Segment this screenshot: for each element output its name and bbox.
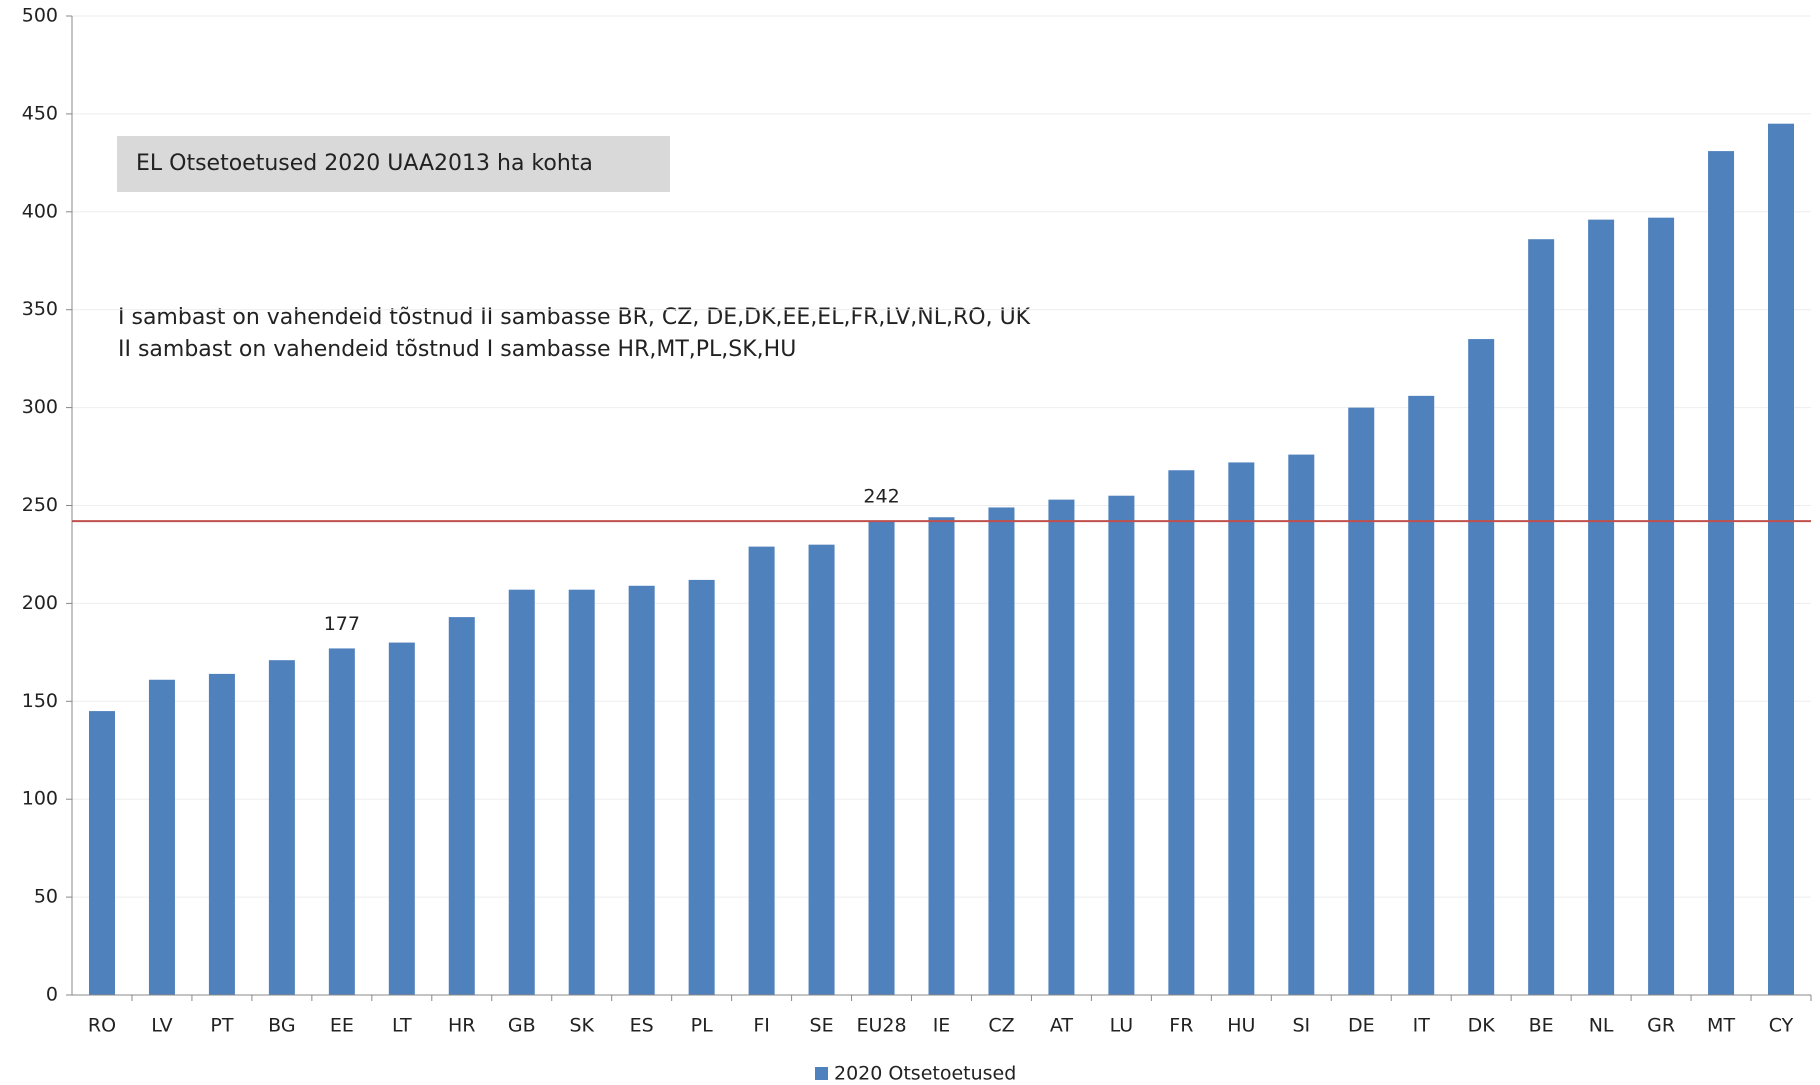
x-tick-label: SI — [1292, 1015, 1310, 1037]
chart-title: EL Otsetoetused 2020 UAA2013 ha kohta — [136, 151, 593, 176]
x-tick-label: BE — [1529, 1015, 1554, 1037]
y-tick-label: 200 — [22, 592, 58, 614]
bar — [448, 617, 475, 995]
bar — [568, 589, 595, 995]
x-tick-label: LU — [1110, 1015, 1134, 1037]
x-tick-label: IE — [933, 1015, 951, 1037]
bar — [988, 507, 1015, 995]
y-tick-label: 400 — [22, 200, 58, 222]
x-tick-label: RO — [88, 1015, 116, 1037]
x-tick-label: FI — [753, 1015, 770, 1037]
bar — [1708, 151, 1735, 996]
x-tick-label: IT — [1413, 1015, 1431, 1037]
x-tick-label: MT — [1707, 1015, 1735, 1037]
x-tick-label: GB — [508, 1015, 536, 1037]
bar — [928, 517, 955, 995]
x-tick-label: NL — [1589, 1015, 1614, 1037]
x-tick-label: SE — [810, 1015, 834, 1037]
bar — [1588, 219, 1615, 995]
annotation: II sambast on vahendeid tõstnud I sambas… — [118, 337, 796, 362]
bar — [1528, 239, 1555, 995]
bar — [688, 579, 715, 995]
bar — [808, 544, 835, 995]
bar — [1648, 217, 1675, 995]
bar — [208, 673, 235, 995]
x-tick-label: EE — [330, 1015, 354, 1037]
y-tick-label: 450 — [22, 102, 58, 124]
bar — [628, 585, 655, 995]
x-tick-label: HR — [448, 1015, 476, 1037]
x-tick-label: BG — [268, 1015, 295, 1037]
bar — [148, 679, 175, 995]
bar — [88, 711, 115, 995]
x-tick-label: GR — [1647, 1015, 1675, 1037]
y-tick-label: 100 — [22, 788, 58, 810]
x-tick-label: ES — [630, 1015, 654, 1037]
y-tick-label: 50 — [34, 886, 58, 908]
legend-swatch — [815, 1067, 828, 1080]
data-label: 177 — [324, 613, 360, 635]
bar — [508, 589, 535, 995]
y-tick-label: 350 — [22, 298, 58, 320]
x-tick-label: LV — [151, 1015, 173, 1037]
bar — [1348, 407, 1375, 996]
bar — [1468, 339, 1495, 995]
bar — [1168, 470, 1195, 996]
x-tick-label: LT — [392, 1015, 412, 1037]
x-tick-label: PT — [210, 1015, 233, 1037]
x-tick-label: CZ — [988, 1015, 1014, 1037]
x-tick-label: DK — [1468, 1015, 1496, 1037]
y-tick-label: 0 — [46, 984, 58, 1006]
y-tick-label: 500 — [22, 5, 58, 27]
annotation: I sambast on vahendeid tõstnud II sambas… — [118, 305, 1031, 330]
bar — [748, 546, 775, 995]
bar — [328, 648, 355, 995]
legend-label: 2020 Otsetoetused — [834, 1063, 1016, 1085]
bar — [1768, 123, 1795, 995]
title-box — [117, 136, 670, 192]
bar — [1408, 395, 1435, 995]
y-tick-label: 150 — [22, 690, 58, 712]
bar — [268, 660, 295, 995]
bar — [1048, 499, 1075, 995]
bar — [1228, 462, 1255, 995]
bar — [1288, 454, 1315, 995]
x-tick-label: HU — [1227, 1015, 1255, 1037]
x-tick-label: AT — [1050, 1015, 1074, 1037]
bar — [868, 521, 895, 995]
data-label: 242 — [863, 486, 899, 508]
x-tick-label: CY — [1769, 1015, 1794, 1037]
y-tick-label: 300 — [22, 396, 58, 418]
x-tick-label: DE — [1348, 1015, 1375, 1037]
y-tick-label: 250 — [22, 494, 58, 516]
bar — [388, 642, 415, 995]
bar — [1108, 495, 1135, 995]
x-tick-label: SK — [569, 1015, 594, 1037]
x-tick-label: EU28 — [856, 1015, 906, 1037]
x-tick-label: FR — [1169, 1015, 1193, 1037]
x-tick-label: PL — [691, 1015, 713, 1037]
